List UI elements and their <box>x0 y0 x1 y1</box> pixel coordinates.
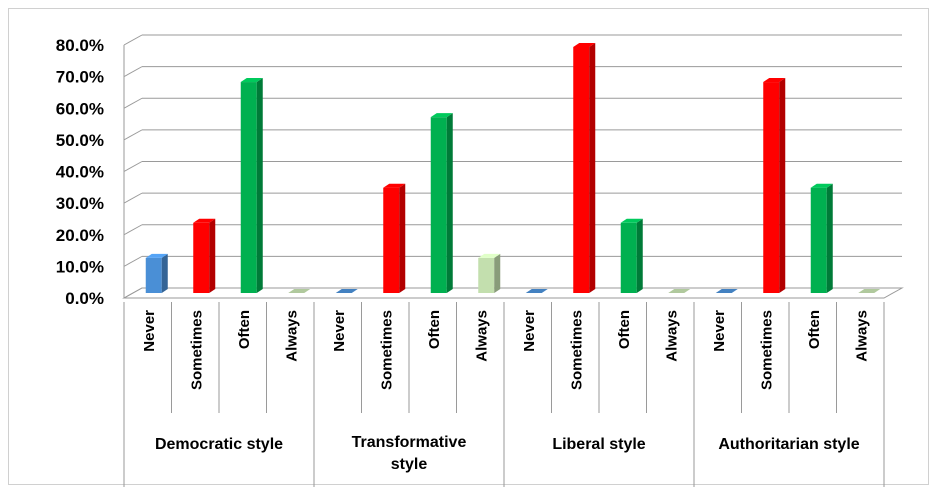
bar-side <box>446 113 453 293</box>
x-group-label: Liberal style <box>552 436 645 453</box>
x-category-label: Never <box>141 310 158 352</box>
bar-zero <box>288 289 311 293</box>
bar-top <box>240 78 263 83</box>
x-category-label: Always <box>853 310 870 362</box>
y-tick-label: 30.0% <box>56 194 104 213</box>
x-category-label: Never <box>521 310 538 352</box>
x-group-label: Transformative <box>352 434 467 451</box>
bar-zero <box>525 289 548 293</box>
bar-zero <box>858 289 881 293</box>
y-tick-label: 0.0% <box>65 289 104 308</box>
bar-side <box>589 42 596 293</box>
bar-side <box>209 218 216 293</box>
bar-side <box>256 78 263 293</box>
bar-side <box>161 253 168 293</box>
x-category-label: Sometimes <box>568 310 585 390</box>
y-tick-label: 60.0% <box>56 99 104 118</box>
bar <box>193 222 210 293</box>
bar-side <box>494 253 501 293</box>
x-category-label: Often <box>426 310 443 349</box>
bar-top <box>383 183 406 188</box>
x-category-label: Always <box>473 310 490 362</box>
bar <box>810 187 827 293</box>
x-category-label: Never <box>331 310 348 352</box>
bar-top <box>573 42 596 47</box>
y-tick-label: 40.0% <box>56 163 104 182</box>
x-category-label: Never <box>711 310 728 352</box>
y-tick-label: 80.0% <box>56 36 104 55</box>
bar-side <box>779 78 786 293</box>
x-group-label: Authoritarian style <box>718 436 859 453</box>
bar-top <box>478 253 501 258</box>
gridline-depth <box>123 66 143 78</box>
bar-side <box>399 183 406 293</box>
gridline-depth <box>123 129 143 141</box>
x-category-label: Sometimes <box>188 310 205 390</box>
x-group-label: style <box>391 456 428 473</box>
gridline-depth <box>123 224 143 236</box>
x-category-label: Often <box>616 310 633 349</box>
gridline-depth <box>123 161 143 172</box>
bar-zero <box>335 289 358 293</box>
y-tick-label: 50.0% <box>56 131 104 150</box>
bar-top <box>145 253 168 258</box>
y-tick-label: 70.0% <box>56 68 104 87</box>
bar-zero <box>668 289 691 293</box>
bar-top <box>810 183 833 188</box>
bar-top <box>620 218 643 223</box>
bar <box>383 187 400 293</box>
bar <box>430 117 447 293</box>
bar <box>145 257 162 293</box>
gridline-depth <box>123 34 143 46</box>
chart-floor <box>122 287 904 299</box>
x-category-label: Sometimes <box>378 310 395 390</box>
bar <box>573 46 590 293</box>
bar-top <box>193 218 216 223</box>
x-category-label: Often <box>236 310 253 349</box>
bar <box>478 257 495 293</box>
y-tick-label: 10.0% <box>56 257 104 276</box>
x-category-label: Often <box>806 310 823 349</box>
gridline-depth <box>123 97 143 109</box>
gridline-depth <box>123 192 143 204</box>
bar-side <box>826 183 833 293</box>
y-tick-label: 20.0% <box>56 226 104 245</box>
chart-frame <box>8 8 929 485</box>
x-category-label: Always <box>283 310 300 362</box>
x-category-label: Sometimes <box>758 310 775 390</box>
gridline-depth <box>123 287 143 299</box>
x-group-label: Democratic style <box>155 436 283 453</box>
x-category-label: Always <box>663 310 680 362</box>
bar <box>240 82 257 293</box>
bar-side <box>636 218 643 293</box>
bar-top <box>763 78 786 83</box>
bar-zero <box>715 289 738 293</box>
gridline-depth <box>123 255 143 267</box>
bar <box>620 222 637 293</box>
bar <box>763 82 780 293</box>
bar-top <box>430 113 453 118</box>
